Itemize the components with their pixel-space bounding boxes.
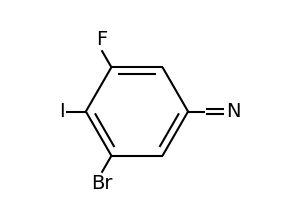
Text: Br: Br [91,174,112,193]
Text: N: N [226,102,241,121]
Text: F: F [96,30,107,49]
Text: I: I [60,102,65,121]
